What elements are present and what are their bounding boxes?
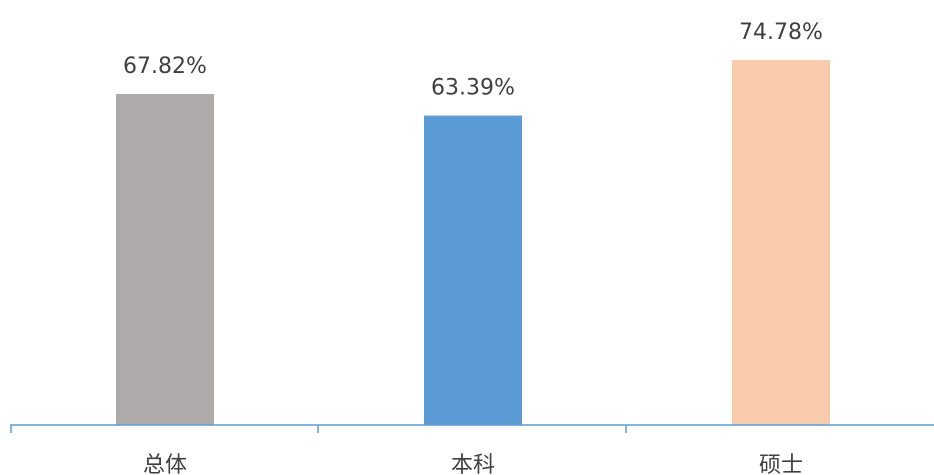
data-label: 74.78% xyxy=(739,20,823,45)
data-label: 67.82% xyxy=(123,54,207,79)
bar xyxy=(732,60,830,425)
bar xyxy=(116,94,214,425)
data-label: 63.39% xyxy=(431,76,515,101)
bar xyxy=(424,115,522,425)
x-tick-label: 硕士 xyxy=(759,453,803,475)
x-tick-label: 总体 xyxy=(143,453,187,475)
x-tick-label: 本科 xyxy=(451,453,495,475)
